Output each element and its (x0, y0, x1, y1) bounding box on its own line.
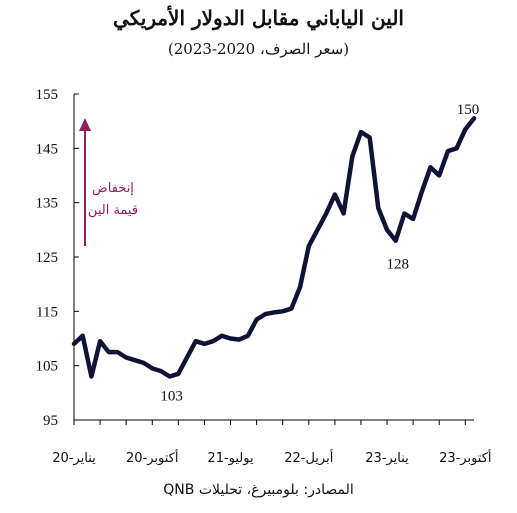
x-axis-ticks: يناير-20 أكتوبر-20 يوليو-21 أبريل-22 يناير-2… (52, 420, 492, 466)
y-tick-label: 135 (36, 196, 59, 212)
data-label: 150 (457, 102, 480, 118)
chart-plot: 95 105 115 125 135 145 155 يناير-20 أكتوبر-20 يو… (36, 87, 492, 466)
data-label: 128 (386, 257, 409, 273)
y-tick-label: 95 (43, 413, 58, 429)
y-tick-label: 145 (36, 141, 59, 157)
chart-subtitle: (سعر الصرف، 2020-2023) (167, 40, 350, 58)
series-line (71, 116, 477, 379)
annotations: 103 150 128 (160, 102, 479, 404)
x-tick-label: يناير-20 (52, 451, 96, 466)
y-axis-ticks: 95 105 115 125 135 145 155 (36, 87, 79, 429)
y-tick-label: 115 (36, 304, 58, 320)
x-tick-label: يوليو-21 (207, 451, 254, 466)
x-tick-label: أبريل-22 (284, 449, 333, 466)
arrow-head (79, 118, 91, 131)
arrow-label-line-1: إنخفاض (92, 181, 134, 196)
source-note: المصادر: بلومبيرغ، تحليلات QNB (163, 482, 354, 498)
data-label: 103 (160, 389, 183, 405)
x-tick-label: يناير-23 (365, 451, 409, 466)
x-tick-label: أكتوبر-20 (126, 449, 178, 466)
y-tick-label: 155 (36, 87, 59, 103)
arrow-label-line-2: قيمة الين (88, 203, 138, 218)
depreciation-arrow: إنخفاض قيمة الين (79, 118, 138, 246)
y-tick-label: 125 (36, 250, 59, 266)
y-tick-label: 105 (36, 359, 59, 375)
chart-title: الين الياباني مقابل الدولار الأمريكي (113, 6, 404, 30)
x-tick-label: أكتوبر-23 (439, 449, 491, 466)
